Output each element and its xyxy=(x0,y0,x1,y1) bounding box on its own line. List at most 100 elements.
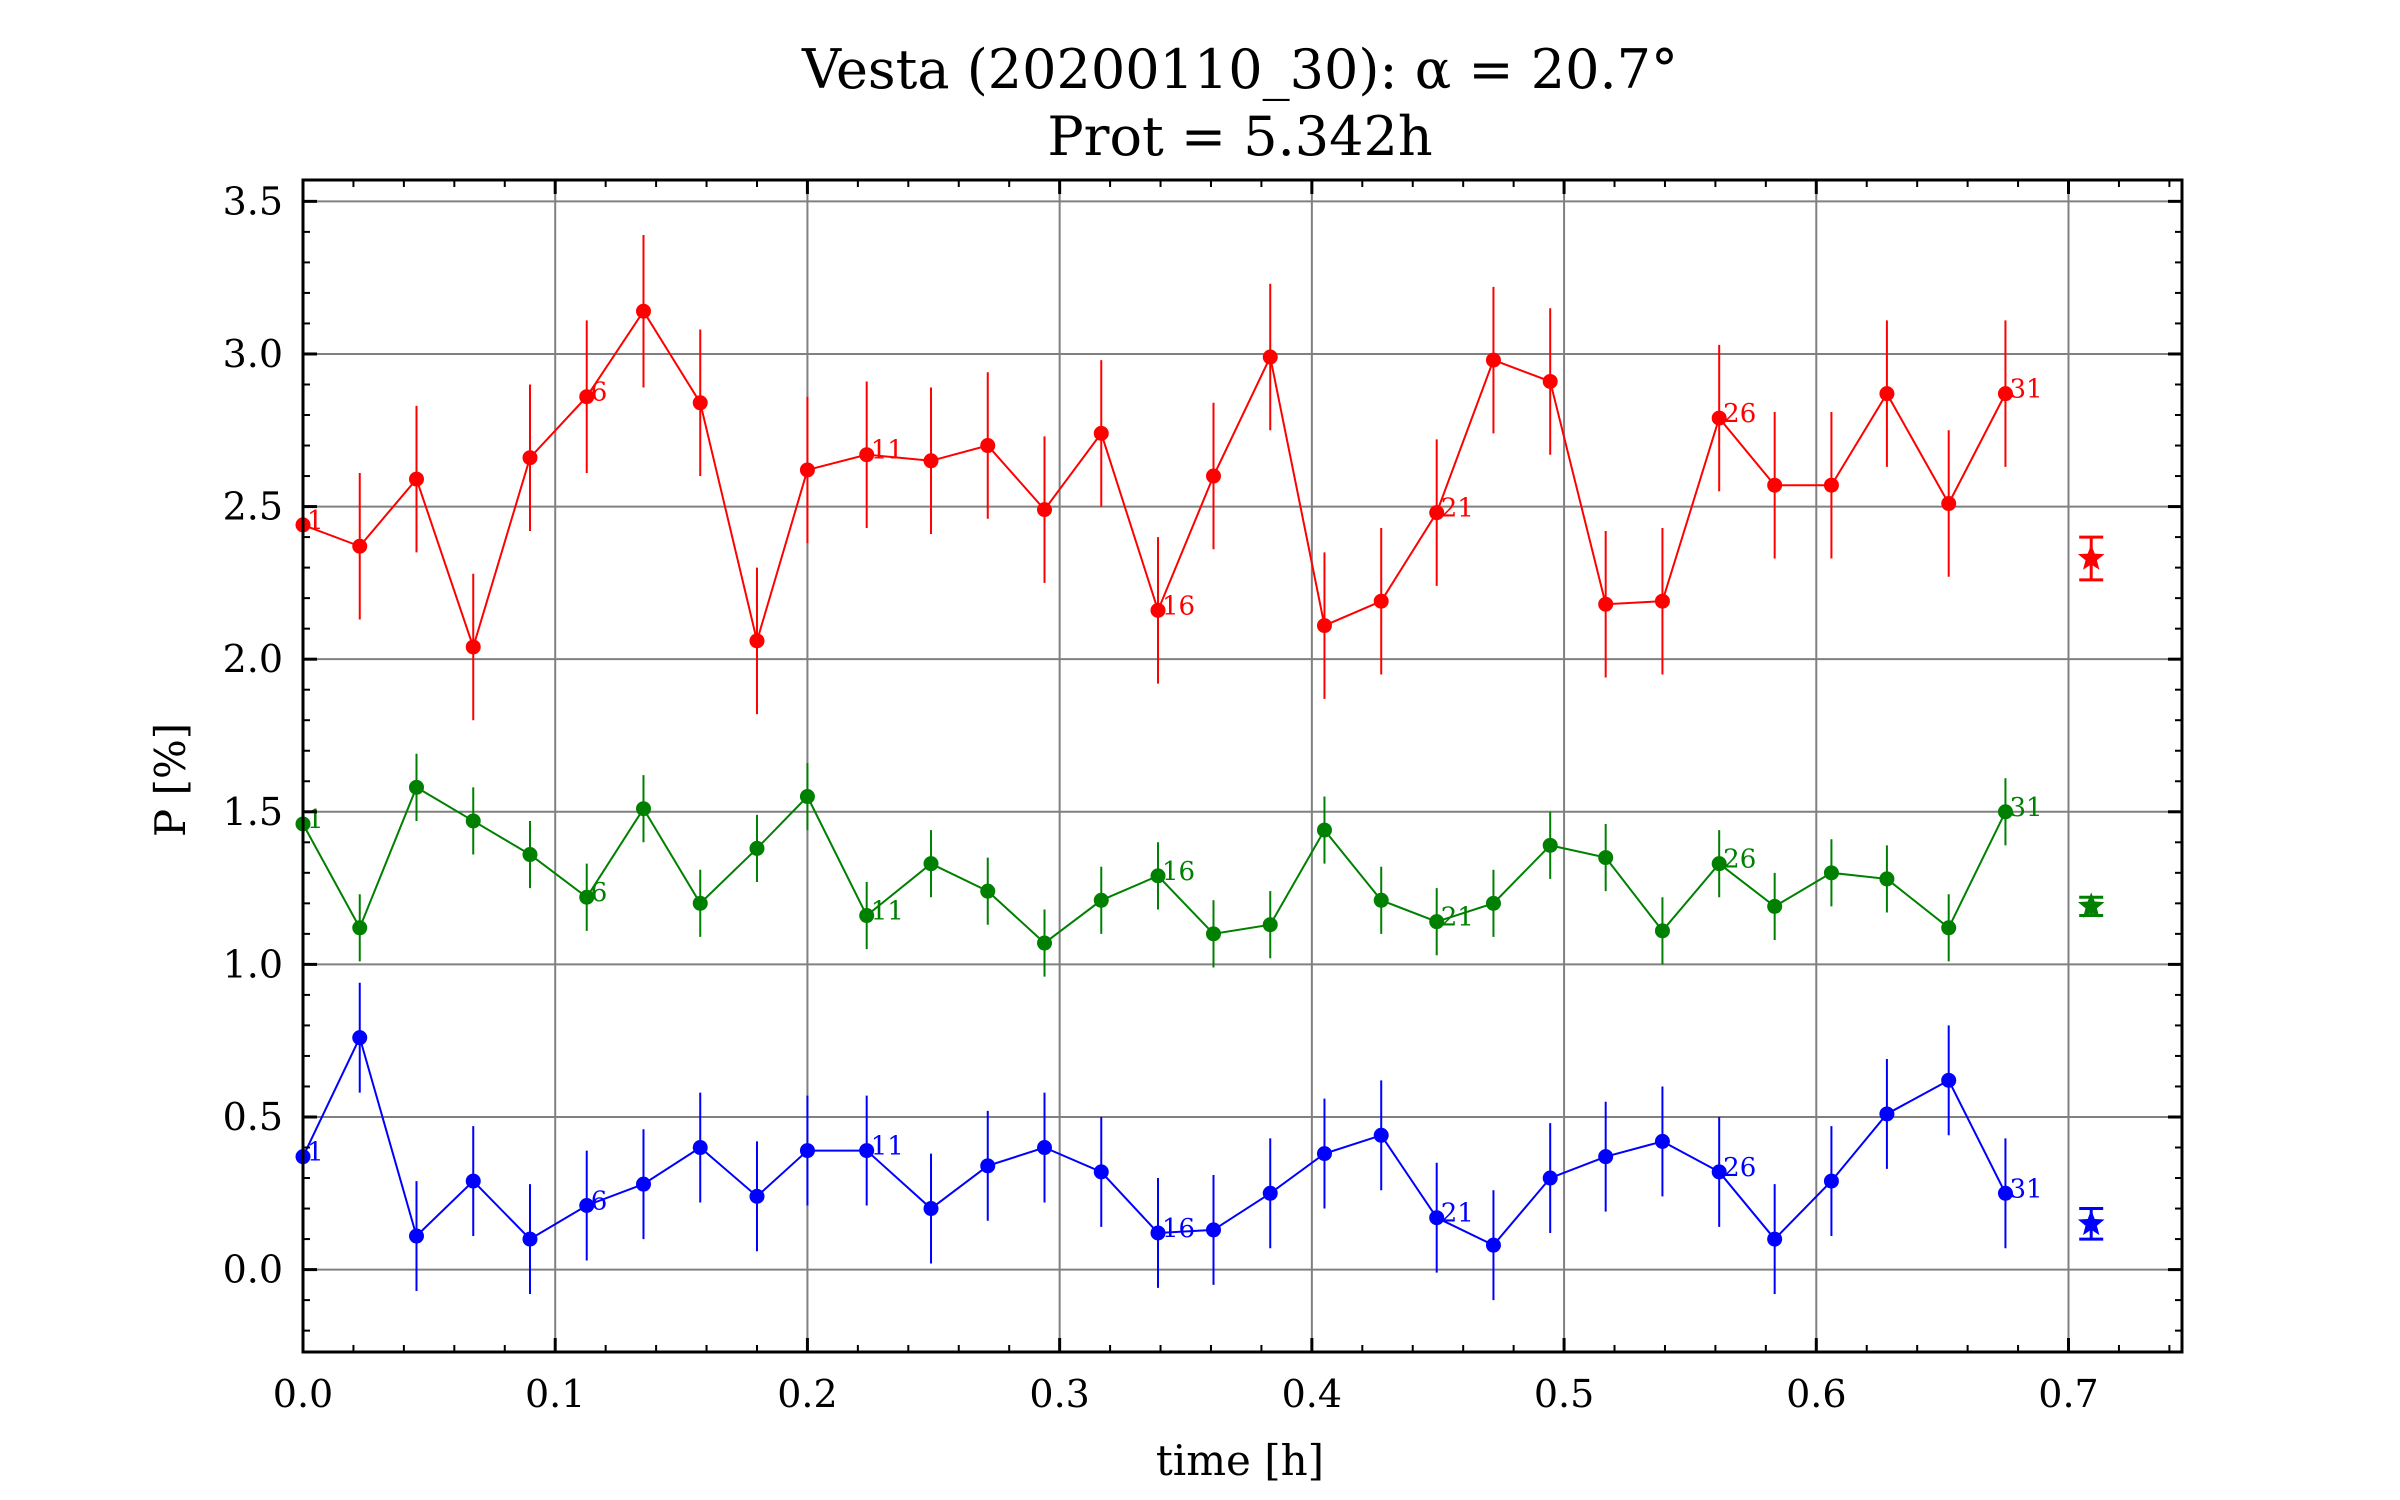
mean-marker xyxy=(2077,1209,2105,1236)
data-point xyxy=(1093,892,1109,908)
data-point xyxy=(635,303,651,319)
data-point xyxy=(799,1143,815,1159)
data-point xyxy=(522,1231,538,1247)
y-tick-label: 1.5 xyxy=(223,790,283,834)
plot-frame xyxy=(301,178,2184,1354)
data-point xyxy=(465,1173,481,1189)
series-line xyxy=(302,1034,2007,1247)
data-point xyxy=(1429,1210,1445,1226)
x-tick-label: 0.3 xyxy=(1029,1372,1089,1416)
x-tick-label: 0.5 xyxy=(1534,1372,1594,1416)
point-label: 26 xyxy=(1723,1153,1756,1183)
point-label: 31 xyxy=(2009,1174,2042,1204)
data-point xyxy=(749,633,765,649)
point-label: 11 xyxy=(871,897,904,927)
data-point xyxy=(1485,895,1501,911)
data-point xyxy=(1654,923,1670,939)
data-point xyxy=(1262,1185,1278,1201)
y-axis-label: P [%] xyxy=(146,723,195,837)
data-point xyxy=(1429,914,1445,930)
data-point xyxy=(1316,1146,1332,1162)
mean-marker xyxy=(2077,892,2105,918)
data-point xyxy=(1542,837,1558,853)
data-point xyxy=(1598,850,1614,866)
point-label: 31 xyxy=(2009,793,2042,823)
data-point xyxy=(1150,1225,1166,1241)
data-point xyxy=(408,1228,424,1244)
data-point xyxy=(1941,496,1957,512)
data-point xyxy=(1879,871,1895,887)
data-point xyxy=(799,462,815,478)
data-point xyxy=(1037,935,1053,951)
data-point xyxy=(352,920,368,936)
data-point xyxy=(1823,477,1839,493)
data-point xyxy=(1205,926,1221,942)
plot-border xyxy=(301,178,2184,1354)
x-tick-label: 0.7 xyxy=(2038,1372,2098,1416)
data-point xyxy=(923,1201,939,1217)
data-point xyxy=(1879,386,1895,402)
data-point xyxy=(749,840,765,856)
x-tick-label: 0.4 xyxy=(1282,1372,1342,1416)
data-point xyxy=(1879,1106,1895,1122)
y-tick-label: 3.0 xyxy=(223,332,283,376)
data-point xyxy=(1485,352,1501,368)
y-tick-label: 2.0 xyxy=(223,637,283,681)
x-axis-label: time [h] xyxy=(1156,1436,1324,1485)
data-point xyxy=(1654,593,1670,609)
data-point xyxy=(980,883,996,899)
point-label: 26 xyxy=(1723,845,1756,875)
data-point xyxy=(352,1030,368,1046)
data-point xyxy=(692,1140,708,1156)
data-point xyxy=(1205,468,1221,484)
data-point xyxy=(579,1198,595,1213)
point-label: 11 xyxy=(871,1132,904,1162)
data-point xyxy=(1150,868,1166,884)
chart-title: Vesta (20200110_30): α = 20.7° xyxy=(801,38,1678,101)
x-tick-label: 0.0 xyxy=(273,1372,333,1416)
data-point xyxy=(692,395,708,411)
data-point xyxy=(1542,1170,1558,1186)
data-point xyxy=(692,895,708,911)
data-point xyxy=(408,471,424,487)
data-point xyxy=(1997,804,2013,820)
x-tick-label: 0.1 xyxy=(525,1372,585,1416)
data-point xyxy=(1941,1072,1957,1088)
data-point xyxy=(1093,425,1109,441)
y-tick-label: 0.0 xyxy=(223,1248,283,1292)
data-point xyxy=(1711,1164,1727,1180)
data-point xyxy=(635,801,651,817)
data-point xyxy=(859,1143,875,1159)
x-tick-label: 0.2 xyxy=(777,1372,837,1416)
data-point xyxy=(1823,1173,1839,1189)
data-point xyxy=(1711,856,1727,872)
point-label: 26 xyxy=(1723,399,1756,429)
point-label: 16 xyxy=(1162,591,1195,621)
data-point xyxy=(1316,618,1332,634)
grid xyxy=(303,180,2182,1352)
point-label: 6 xyxy=(591,1187,608,1217)
data-point xyxy=(923,856,939,872)
point-label: 1 xyxy=(307,1138,324,1168)
data-point xyxy=(1205,1222,1221,1238)
data-point xyxy=(1150,602,1166,618)
data-point xyxy=(1767,898,1783,914)
data-point xyxy=(1373,892,1389,908)
chart-subtitle: Prot = 5.342h xyxy=(1047,105,1432,168)
data-point xyxy=(1093,1164,1109,1180)
point-label: 6 xyxy=(591,378,608,408)
axis-ticks: 0.0 0.1 0.2 0.3 0.4 0.5 0.6 0.7 0.0 0.5 1.0 1.5 2.0 2… xyxy=(223,179,2182,1416)
point-label: 21 xyxy=(1441,1199,1474,1229)
data-point xyxy=(859,908,875,924)
data-point xyxy=(1941,920,1957,936)
data-point xyxy=(1997,1185,2013,1201)
data-point xyxy=(1037,502,1053,518)
data-point xyxy=(1598,596,1614,612)
data-point xyxy=(1037,1140,1053,1156)
data-point xyxy=(1823,865,1839,881)
data-point xyxy=(1997,386,2013,402)
